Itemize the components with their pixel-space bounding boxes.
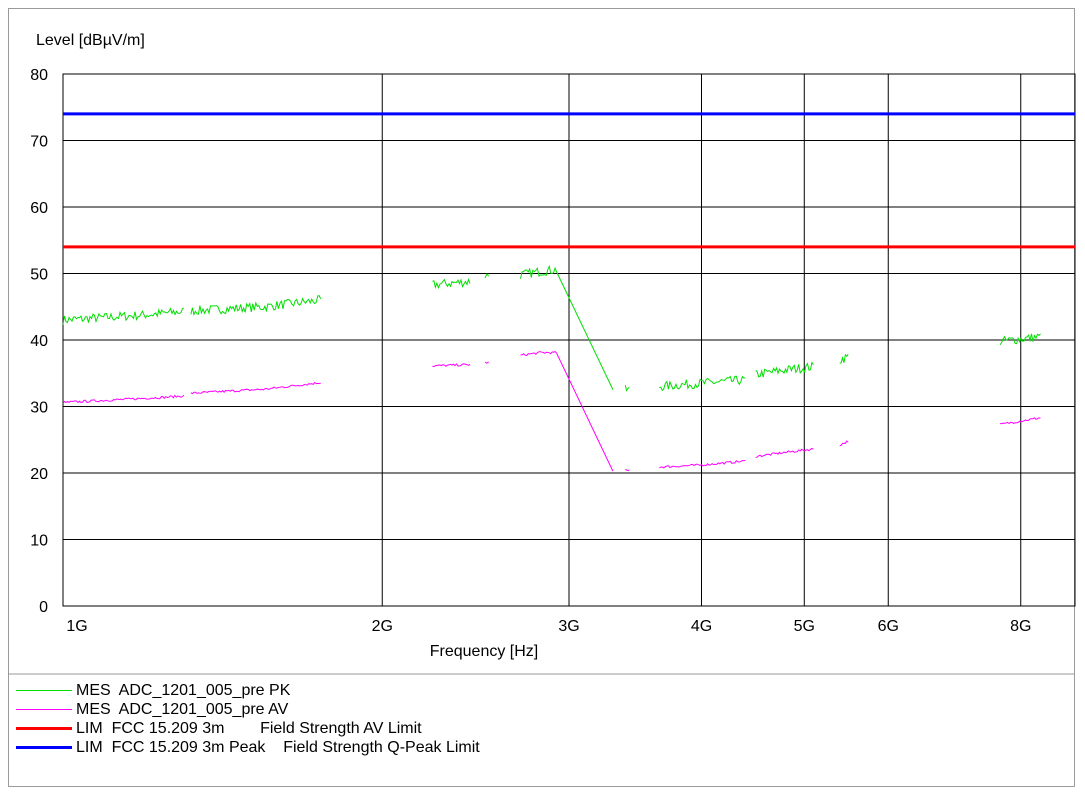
series-line-1	[839, 353, 849, 364]
y-tick-label: 50	[30, 267, 48, 284]
y-tick-label: 0	[39, 599, 48, 616]
x-axis-label: Frequency [Hz]	[429, 643, 539, 660]
series-line-1	[190, 295, 322, 317]
legend-item: LIM FCC 15.209 3m Peak Field Strength Q-…	[16, 738, 480, 757]
series-line-2	[432, 363, 471, 368]
x-tick-label: 4G	[691, 618, 712, 635]
x-tick-label: 6G	[878, 618, 899, 635]
y-tick-label: 30	[30, 400, 48, 417]
y-axis-label: Level [dBµV/m]	[36, 32, 145, 49]
series-line-1	[62, 307, 185, 325]
y-tick-label: 70	[30, 134, 48, 151]
legend-label: MES ADC_1201_005_pre AV	[76, 700, 289, 718]
x-tick-label: 1G	[66, 618, 87, 635]
y-tick-label: 60	[30, 200, 48, 217]
series-line-2	[520, 350, 614, 472]
legend-swatch	[16, 709, 72, 710]
legend-swatch	[16, 727, 72, 730]
legend: MES ADC_1201_005_pre PK MES ADC_1201_005_…	[16, 681, 480, 757]
legend-label: MES ADC_1201_005_pre PK	[76, 681, 291, 699]
series-line-1	[755, 361, 814, 378]
chart-frame	[8, 8, 1075, 787]
x-tick-label: 3G	[558, 618, 579, 635]
series-line-2	[190, 381, 321, 395]
series-line-1	[520, 264, 614, 390]
x-tick-label: 2G	[372, 618, 393, 635]
series-line-1	[624, 385, 630, 392]
legend-item: MES ADC_1201_005_pre PK	[16, 681, 480, 700]
series-line-1	[432, 277, 471, 290]
plot-border	[62, 73, 1076, 607]
series-line-2	[839, 440, 849, 447]
y-tick-label: 40	[30, 333, 48, 350]
series-line-2	[1000, 417, 1041, 425]
legend-item: LIM FCC 15.209 3m Field Strength AV Limi…	[16, 719, 480, 738]
series-line-2	[625, 468, 630, 472]
series-line-1	[659, 375, 746, 392]
legend-swatch	[16, 746, 72, 749]
y-tick-label: 20	[30, 466, 48, 483]
legend-label: LIM FCC 15.209 3m Peak Field Strength Q-…	[76, 738, 480, 756]
legend-swatch	[16, 690, 72, 691]
legend-label: LIM FCC 15.209 3m Field Strength AV Limi…	[76, 719, 422, 737]
series-line-2	[659, 459, 746, 469]
x-tick-label: 5G	[794, 618, 815, 635]
y-tick-label: 10	[30, 533, 48, 550]
legend-item: MES ADC_1201_005_pre AV	[16, 700, 480, 719]
series-line-2	[755, 447, 814, 458]
y-tick-label: 80	[30, 67, 48, 84]
series-line-2	[62, 394, 185, 404]
series-line-1	[999, 333, 1041, 346]
series-line-1	[484, 273, 490, 279]
x-tick-label: 8G	[1010, 618, 1031, 635]
series-line-2	[484, 361, 490, 364]
